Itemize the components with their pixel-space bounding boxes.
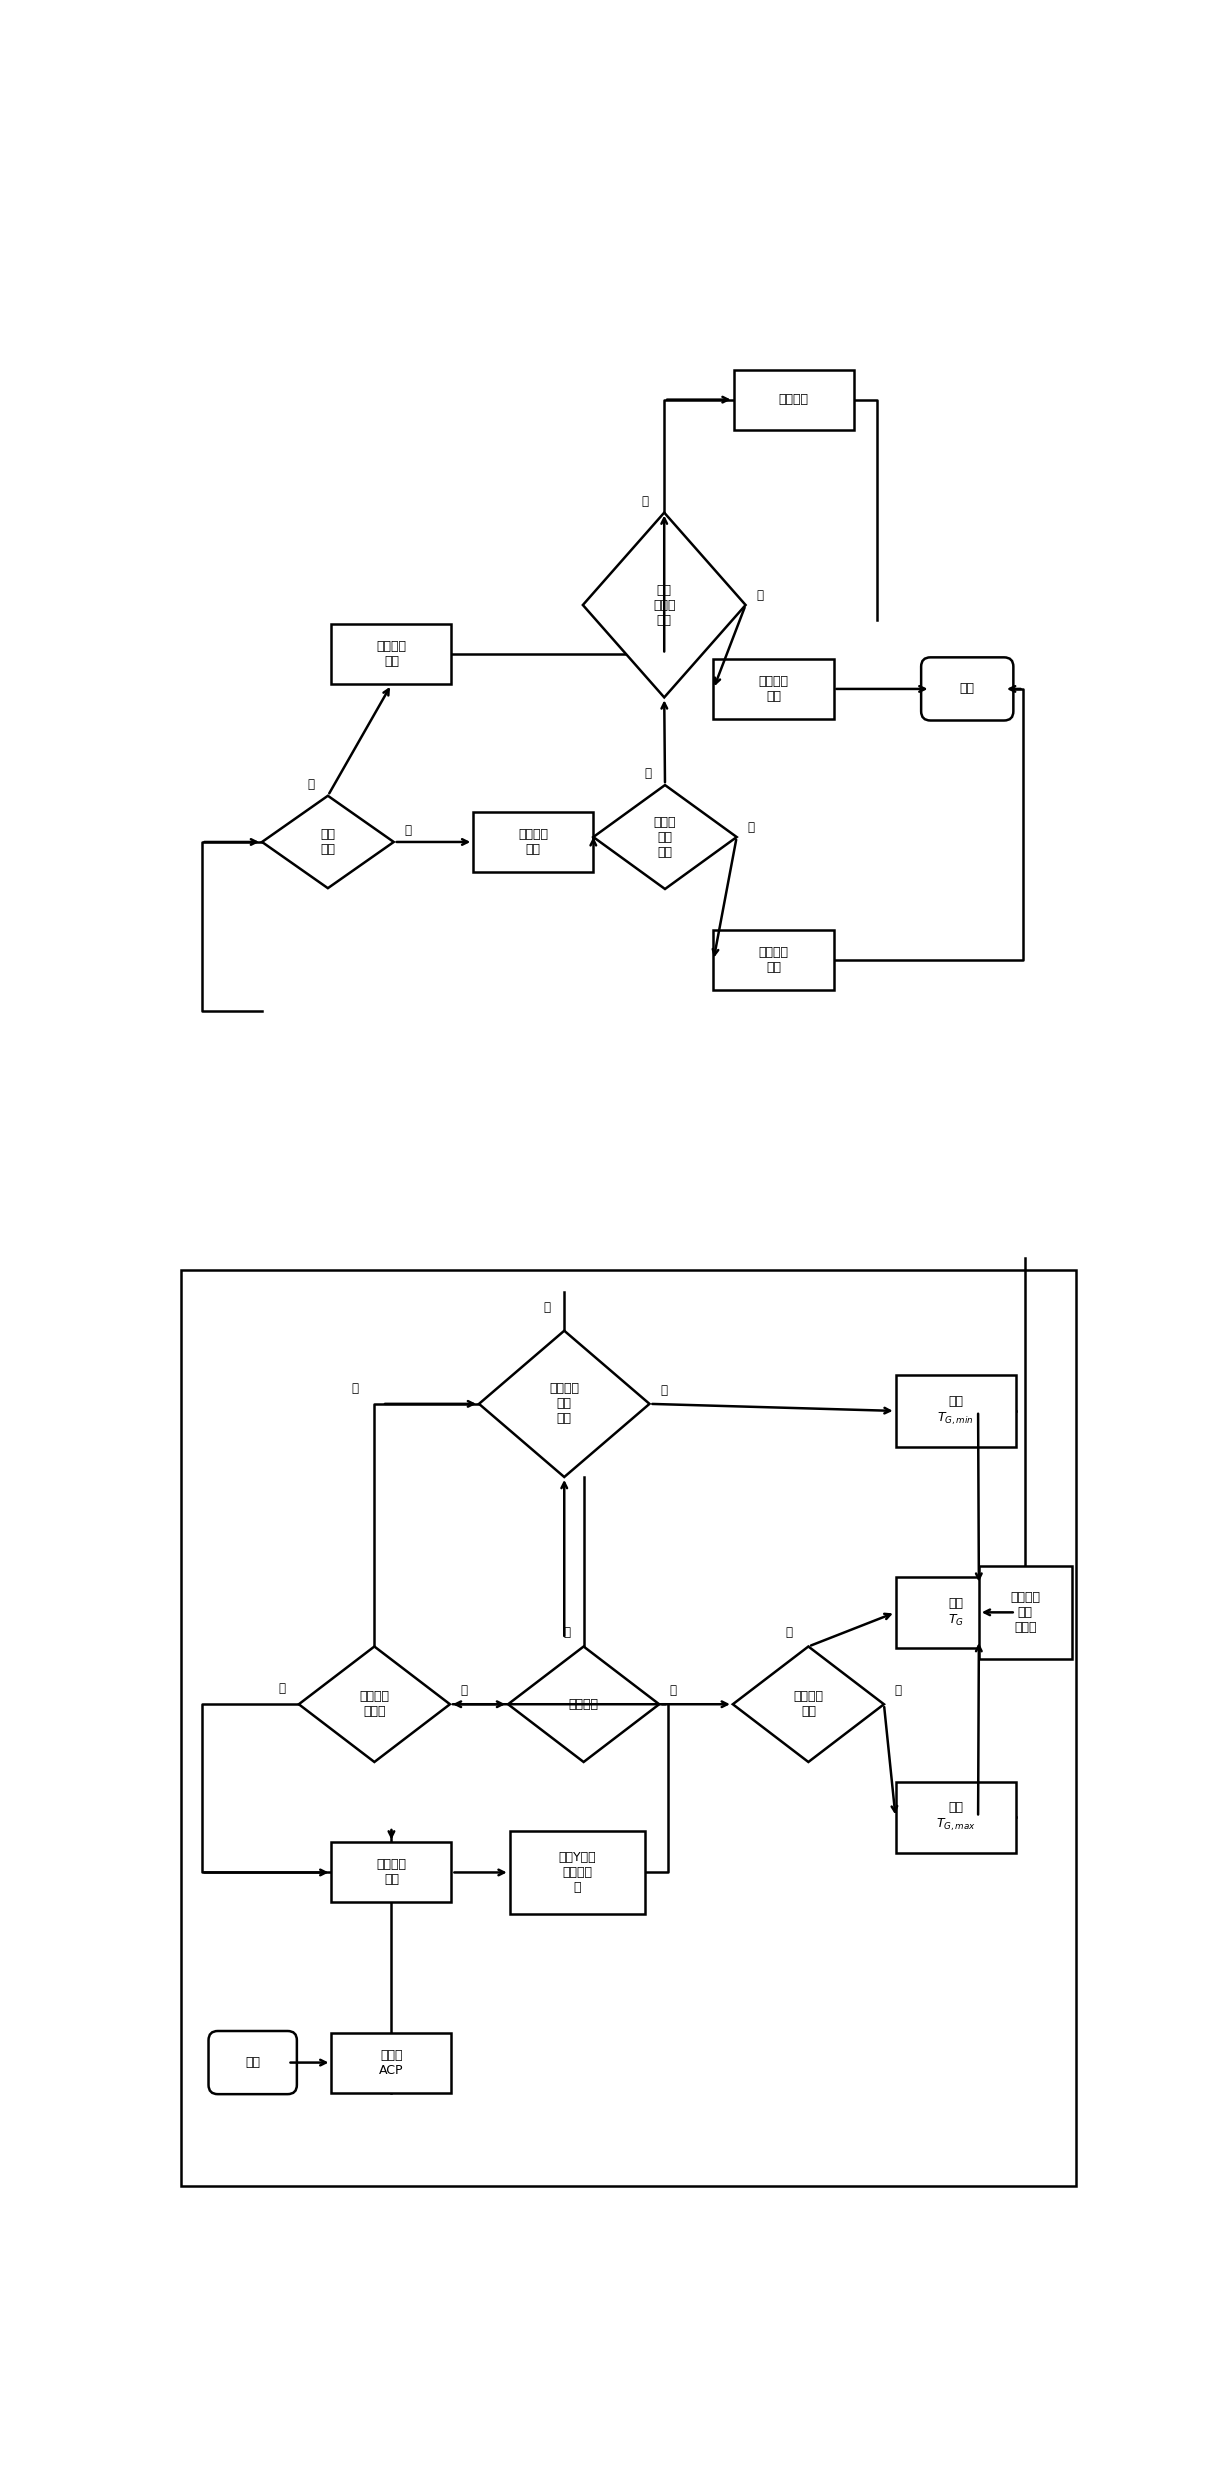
- FancyBboxPatch shape: [181, 1270, 1076, 2187]
- Text: 信息
真实: 信息 真实: [321, 827, 335, 857]
- Polygon shape: [593, 785, 737, 889]
- Text: 结束: 结束: [960, 683, 975, 695]
- Text: 否: 否: [786, 1627, 792, 1639]
- Text: 否: 否: [659, 1383, 667, 1397]
- Text: 否: 否: [564, 1627, 570, 1639]
- FancyBboxPatch shape: [895, 1375, 1016, 1447]
- Text: 计算Y和绿
灯分配时
间: 计算Y和绿 灯分配时 间: [559, 1851, 597, 1893]
- Text: 分配
$T_{G,max}$: 分配 $T_{G,max}$: [936, 1801, 975, 1833]
- Polygon shape: [479, 1330, 650, 1477]
- FancyBboxPatch shape: [895, 1781, 1016, 1853]
- Polygon shape: [262, 795, 394, 889]
- Text: 分配
$T_{G,min}$: 分配 $T_{G,min}$: [937, 1395, 974, 1427]
- Text: 是: 是: [669, 1684, 677, 1696]
- Text: 转移绿灯
时间
控制权: 转移绿灯 时间 控制权: [1011, 1592, 1040, 1634]
- Text: 获得绿灯
控制权: 获得绿灯 控制权: [360, 1691, 389, 1719]
- Text: 激励奖励
激励: 激励奖励 激励: [518, 827, 548, 857]
- Text: 初始化
ACP: 初始化 ACP: [379, 2048, 404, 2077]
- FancyBboxPatch shape: [979, 1567, 1072, 1659]
- Text: 是: 是: [460, 1684, 468, 1696]
- Text: 是: 是: [404, 825, 411, 837]
- Text: 是: 是: [756, 590, 763, 603]
- FancyBboxPatch shape: [473, 812, 593, 872]
- Text: 否: 否: [279, 1681, 285, 1696]
- Text: 否: 否: [641, 496, 648, 508]
- Text: 是: 是: [544, 1300, 550, 1315]
- Text: 忽略请求: 忽略请求: [779, 394, 809, 406]
- FancyBboxPatch shape: [332, 625, 452, 685]
- Text: 否: 否: [645, 767, 651, 780]
- Text: 否: 否: [351, 1383, 359, 1395]
- FancyBboxPatch shape: [209, 2030, 297, 2095]
- FancyBboxPatch shape: [713, 932, 834, 991]
- FancyBboxPatch shape: [332, 2033, 452, 2092]
- FancyBboxPatch shape: [733, 369, 853, 428]
- Polygon shape: [508, 1647, 659, 1761]
- FancyBboxPatch shape: [921, 658, 1013, 720]
- Text: 道路拥塞
严重: 道路拥塞 严重: [793, 1691, 824, 1719]
- Text: 优先响应
请求: 优先响应 请求: [759, 947, 788, 974]
- Text: 否: 否: [307, 777, 314, 790]
- Text: 跳过绿灯
时长
分配: 跳过绿灯 时长 分配: [549, 1383, 580, 1425]
- FancyBboxPatch shape: [332, 1843, 452, 1903]
- Polygon shape: [298, 1647, 449, 1761]
- Polygon shape: [583, 513, 745, 697]
- Text: 道路拥塞: 道路拥塞: [569, 1699, 598, 1711]
- Text: 顺序响应
请求: 顺序响应 请求: [759, 675, 788, 702]
- FancyBboxPatch shape: [510, 1831, 645, 1913]
- Text: 获取路况
信息: 获取路况 信息: [377, 1858, 406, 1886]
- Text: 开始: 开始: [246, 2055, 260, 2070]
- Text: 是: 是: [894, 1684, 901, 1696]
- FancyBboxPatch shape: [895, 1577, 1016, 1649]
- FancyBboxPatch shape: [713, 660, 834, 720]
- Text: 是: 是: [747, 822, 754, 834]
- Text: 激励
值大于
阈值: 激励 值大于 阈值: [653, 583, 675, 628]
- Text: 激励值
大于
阈值: 激励值 大于 阈值: [653, 815, 677, 859]
- Text: 忽略激励
激励: 忽略激励 激励: [377, 640, 406, 668]
- Text: 分配
$T_G$: 分配 $T_G$: [948, 1597, 964, 1627]
- Polygon shape: [733, 1647, 884, 1761]
